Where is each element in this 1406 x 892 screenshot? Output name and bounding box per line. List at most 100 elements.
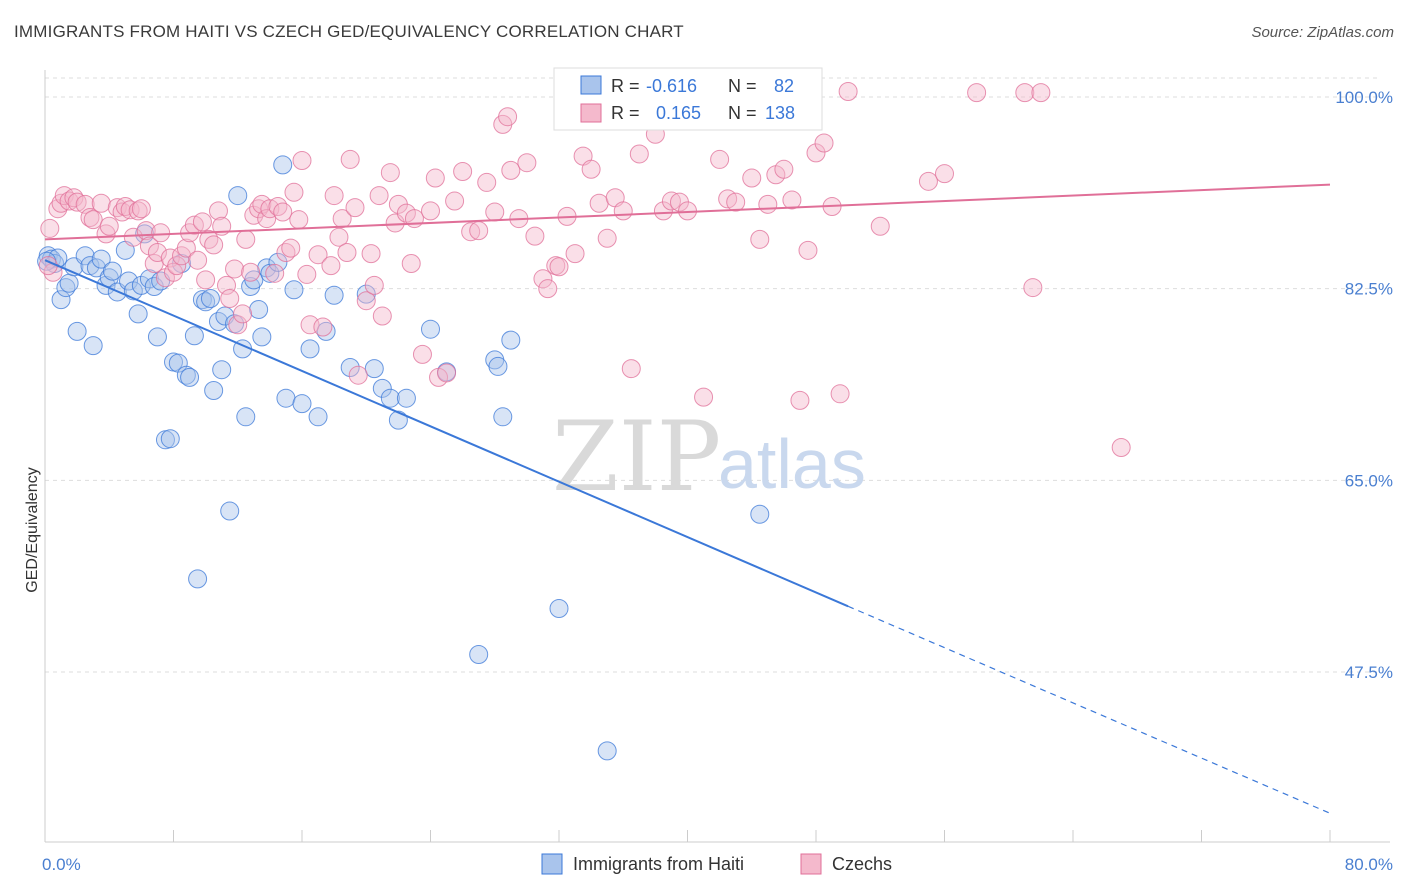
haiti-point	[750, 504, 770, 524]
czechs-point	[1111, 437, 1131, 457]
haiti-point	[421, 319, 440, 339]
legend-r-value-czechs: 0.165	[656, 103, 701, 123]
czechs-point	[935, 164, 954, 184]
czechs-point	[629, 144, 649, 164]
czechs-point	[324, 186, 344, 206]
haiti-point	[249, 299, 269, 319]
haiti-point	[501, 330, 521, 350]
czechs-point	[498, 107, 518, 127]
haiti-point	[48, 248, 68, 268]
czechs-point	[453, 161, 473, 181]
czechs-point	[313, 317, 333, 337]
czechs-point	[38, 256, 58, 276]
czechs-point	[361, 244, 381, 264]
czechs-point	[485, 202, 505, 222]
czechs-point	[782, 190, 802, 210]
haiti-point	[276, 388, 296, 408]
axes	[44, 70, 1390, 843]
czechs-point	[273, 202, 293, 222]
haiti-point	[597, 741, 617, 761]
czechs-point	[96, 224, 116, 244]
watermark: ZIP atlas	[552, 401, 866, 513]
czechs-point	[204, 235, 224, 255]
czechs-point	[750, 229, 770, 249]
czechs-point	[281, 238, 301, 258]
czechs-point	[139, 236, 159, 256]
czechs-point	[589, 193, 609, 213]
czechs-point	[244, 205, 264, 225]
czechs-point	[167, 256, 187, 276]
czechs-point	[525, 226, 545, 246]
czechs-point	[337, 243, 357, 263]
czechs-point	[774, 159, 794, 179]
czechs-point	[621, 359, 641, 379]
tick-labels: 47.5% 65.0% 82.5% 100.0% 0.0% 80.0%	[42, 88, 1393, 874]
haiti-point	[469, 644, 489, 664]
czechs-point	[461, 222, 481, 242]
bottom-legend-swatch-czechs	[800, 853, 822, 875]
czechs-point	[369, 186, 389, 206]
haiti-point	[59, 273, 79, 293]
czechs-point	[967, 83, 987, 103]
czechs-point	[51, 193, 71, 213]
czechs-point	[289, 210, 309, 230]
czechs-point	[364, 275, 384, 295]
haiti-point	[396, 388, 416, 408]
czechs-point	[517, 153, 537, 173]
trend-lines	[44, 183, 1331, 814]
czechs-point	[412, 344, 432, 364]
czechs-point	[533, 269, 553, 289]
haiti-trend-line	[44, 259, 849, 608]
bottom-legend-label-czechs: Czechs	[832, 854, 892, 874]
czechs-point	[597, 228, 617, 248]
haiti-point	[83, 336, 103, 356]
czechs-point	[870, 216, 890, 236]
chart-title: IMMIGRANTS FROM HAITI VS CZECH GED/EQUIV…	[14, 22, 684, 41]
haiti-point	[96, 275, 116, 295]
haiti-point	[268, 252, 288, 272]
czechs-point	[806, 143, 826, 163]
haiti-point	[308, 407, 328, 427]
czechs-point	[661, 191, 681, 211]
haiti-point	[549, 598, 569, 618]
czechs-point	[380, 163, 400, 183]
czechs-point	[1015, 83, 1035, 103]
haiti-point	[364, 359, 384, 379]
czechs-point	[265, 263, 285, 283]
czechs-point	[798, 240, 818, 260]
czechs-point	[742, 168, 762, 188]
legend-n-label-haiti: N =	[728, 76, 757, 96]
series-czechs-points	[38, 82, 1131, 457]
legend-r-value-haiti: -0.616	[646, 76, 697, 96]
haiti-point	[212, 360, 232, 380]
czechs-point	[613, 201, 633, 221]
czechs-point	[425, 168, 445, 188]
czechs-point	[372, 306, 392, 326]
czechs-point	[188, 250, 208, 270]
legend-r-label-haiti: R =	[611, 76, 640, 96]
haiti-point	[252, 327, 272, 347]
haiti-point	[102, 261, 122, 281]
haiti-point	[493, 407, 513, 427]
haiti-point	[200, 289, 220, 309]
czechs-point	[112, 202, 132, 222]
bottom-legend-label-haiti: Immigrants from Haiti	[573, 854, 744, 874]
legend-r-label-czechs: R =	[611, 103, 640, 123]
haiti-point	[488, 356, 508, 376]
haiti-point	[300, 339, 320, 359]
haiti-point	[51, 290, 71, 310]
haiti-point	[244, 270, 264, 290]
watermark-zip: ZIP	[552, 401, 721, 513]
czechs-point	[292, 151, 312, 171]
haiti-point	[284, 280, 304, 300]
czechs-point	[565, 244, 585, 264]
czechs-point	[196, 270, 216, 290]
series-legend: Immigrants from Haiti Czechs	[541, 853, 892, 875]
czechs-point	[710, 149, 730, 169]
haiti-point	[86, 258, 106, 278]
czechs-trend-line	[44, 183, 1331, 241]
czechs-point	[99, 216, 119, 236]
haiti-point	[324, 285, 344, 305]
watermark-atlas: atlas	[718, 425, 866, 503]
czechs-point	[233, 304, 253, 324]
